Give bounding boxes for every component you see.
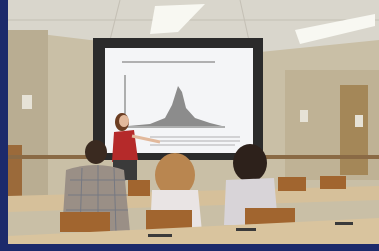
photo xyxy=(0,0,379,251)
chair xyxy=(128,180,150,196)
presenter-shirt xyxy=(112,130,138,162)
presenter-face xyxy=(119,115,129,127)
woman-hair xyxy=(233,144,267,182)
wall-sign xyxy=(300,110,308,122)
table-device xyxy=(236,228,256,231)
chair xyxy=(278,177,306,191)
table-device xyxy=(335,222,353,225)
table-device xyxy=(148,234,172,237)
wall-sign xyxy=(22,95,32,109)
door xyxy=(8,145,22,200)
page xyxy=(0,0,379,251)
door xyxy=(340,85,368,175)
chair xyxy=(60,212,110,232)
man-head xyxy=(85,140,107,164)
chair xyxy=(320,176,346,189)
wall-sign xyxy=(355,115,363,127)
